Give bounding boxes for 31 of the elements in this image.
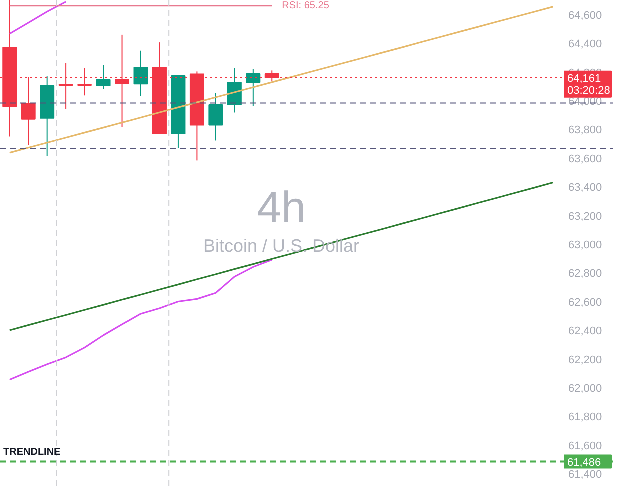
y-tick-label: 63,400 — [568, 182, 602, 194]
series-label: RSI: 65.25 — [282, 0, 330, 12]
y-tick-label: 61,400 — [568, 469, 602, 482]
annotation: 03:20:28 — [568, 84, 610, 97]
line-series — [9, 182, 554, 332]
y-tick-label: 63,800 — [568, 124, 602, 137]
y-tick-label: 63,200 — [568, 210, 602, 223]
candlestick — [227, 68, 242, 114]
y-tick-label: 63,000 — [568, 240, 602, 252]
text: Bitcoin / U.S. Dollar — [203, 236, 360, 256]
y-tick-label: 64,600 — [568, 10, 602, 22]
annotation: 64,161 — [568, 72, 602, 85]
y-tick-label: 62,400 — [568, 326, 602, 338]
candlestick — [208, 92, 224, 142]
y-tick-label: 61,800 — [568, 412, 602, 424]
line-series — [9, 1, 67, 35]
y-tick-label: 64,400 — [568, 38, 602, 51]
candlestick — [96, 64, 111, 90]
ref-line-label: TRENDLINE — [4, 446, 62, 458]
y-tick-label: 62,000 — [568, 383, 602, 396]
text: 4h — [257, 183, 306, 232]
y-tick-label: 64,000 — [568, 96, 602, 108]
y-tick-label: 62,200 — [568, 354, 602, 366]
candlestick — [246, 68, 261, 106]
y-tick-label: 61,600 — [568, 440, 602, 452]
annotation: 61,486 — [568, 456, 602, 469]
y-tick-label: 63,600 — [568, 153, 602, 166]
candlestick — [134, 50, 148, 96]
y-tick-label: 62,800 — [568, 268, 602, 280]
y-tick-label: 62,600 — [568, 296, 602, 309]
line-series — [9, 259, 273, 381]
